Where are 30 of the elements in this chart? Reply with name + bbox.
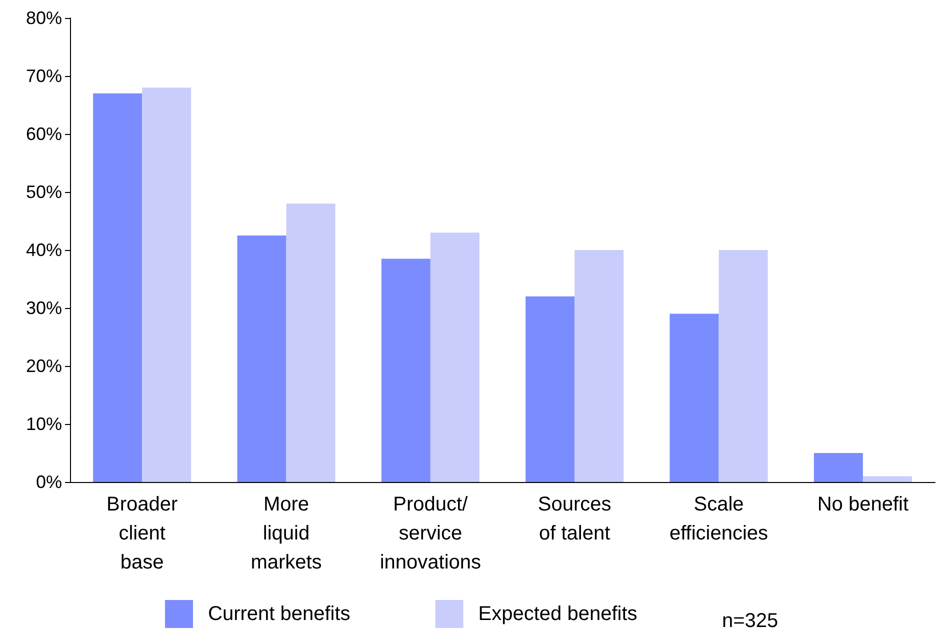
bar [526, 296, 575, 482]
y-tick-label: 0% [36, 472, 62, 492]
y-tick-label: 60% [26, 124, 62, 144]
x-tick-label: Broader client base [106, 494, 178, 574]
y-tick-label: 40% [26, 240, 62, 260]
bar [142, 88, 192, 482]
y-tick-label: 80% [26, 8, 62, 28]
y-tick-label: 30% [26, 298, 62, 318]
bar [381, 258, 430, 482]
legend-label: Current benefits [208, 603, 350, 625]
bar [862, 476, 912, 482]
x-tick-label: Product/ service innovations [380, 494, 482, 574]
bar [93, 93, 142, 482]
bar [286, 204, 336, 482]
bar [670, 314, 719, 482]
y-tick-label: 10% [26, 414, 62, 434]
y-tick-label: 50% [26, 182, 62, 202]
y-tick-label: 70% [26, 66, 62, 86]
bar [237, 236, 286, 482]
x-tick-label: Scale efficiencies [669, 494, 768, 544]
x-tick-label: No benefit [817, 494, 909, 516]
bar [574, 250, 624, 482]
x-tick-label: More liquid markets [250, 494, 322, 574]
bar [718, 250, 768, 482]
y-tick-label: 20% [26, 356, 62, 376]
legend-label: Expected benefits [478, 603, 638, 625]
bar [814, 453, 863, 482]
x-tick-label: Sources of talent [538, 494, 612, 544]
bar [430, 232, 480, 482]
text: n=325 [722, 610, 778, 632]
